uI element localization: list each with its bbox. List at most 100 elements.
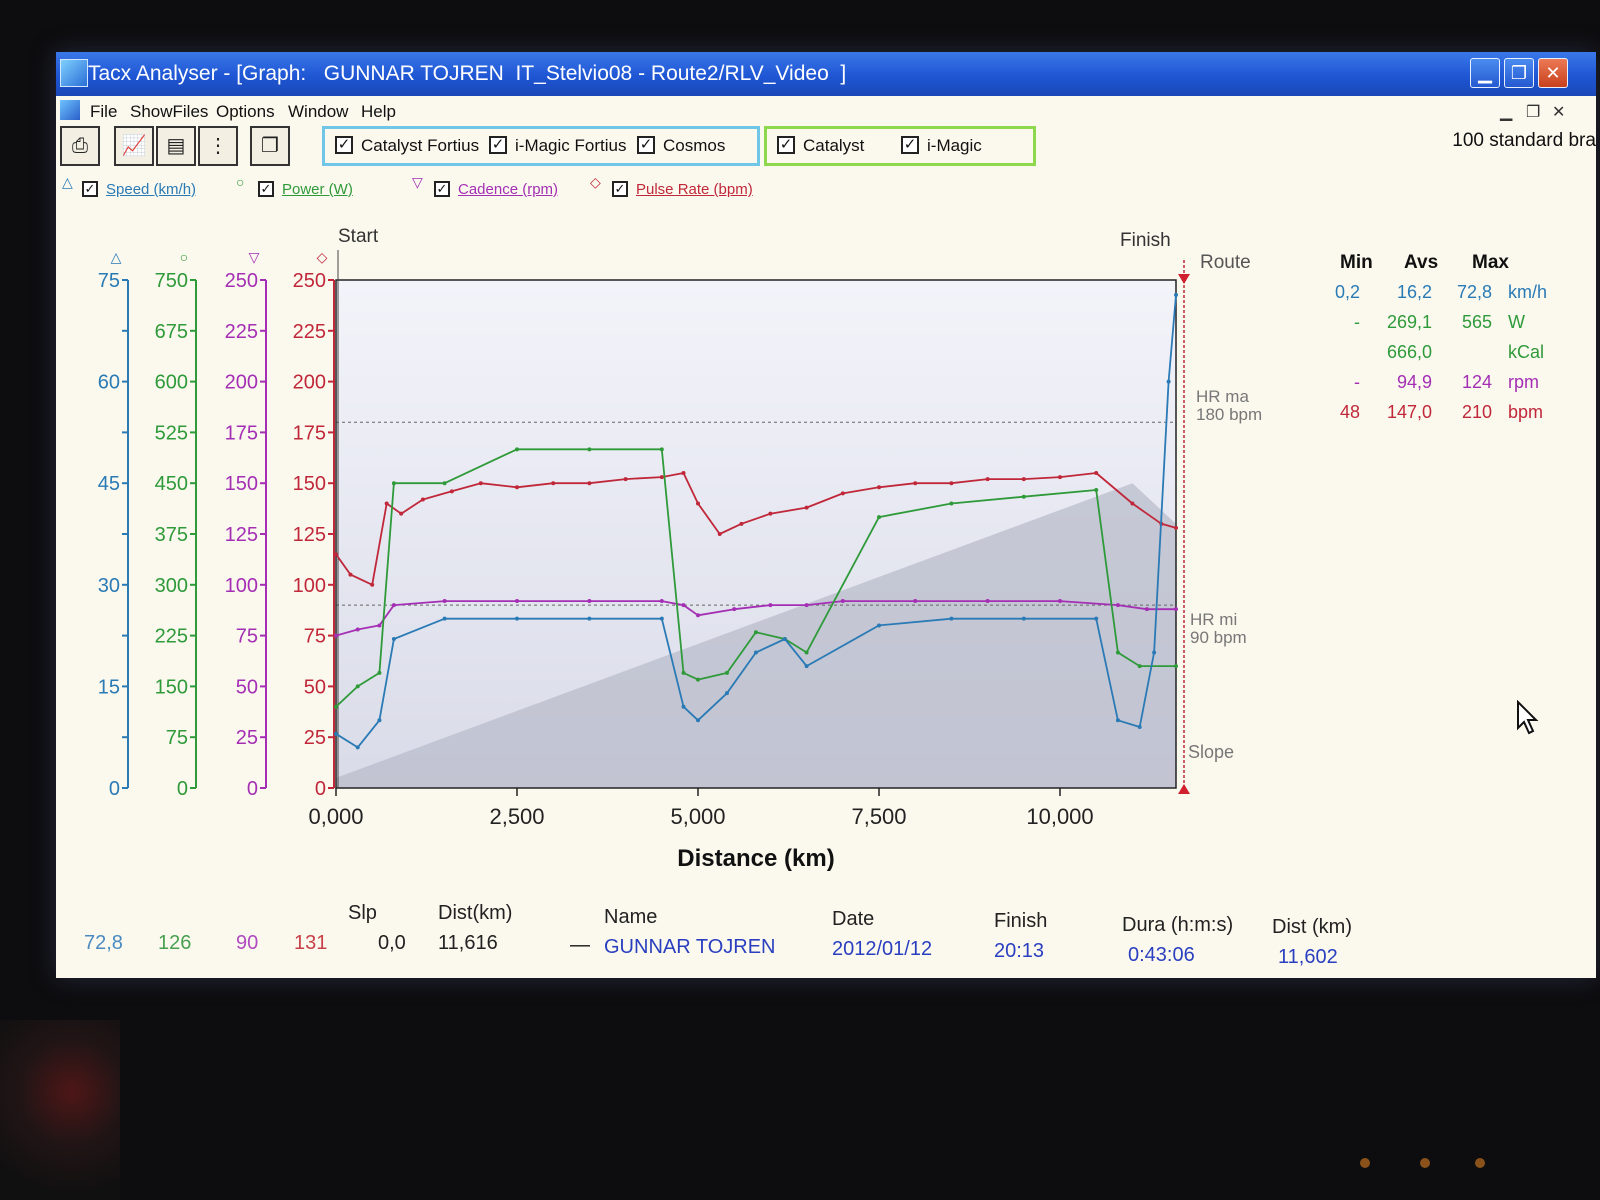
data-point-power — [1021, 494, 1026, 499]
pulse-checkbox[interactable]: ✓ — [612, 181, 628, 197]
app-icon — [60, 59, 88, 87]
stat-unit: rpm — [1508, 372, 1539, 392]
data-point-pulse — [913, 481, 918, 486]
stat-max-value: 210 — [1461, 402, 1492, 422]
stat-avg-value: 16,2 — [1396, 282, 1432, 302]
pulse-tick-label: 75 — [304, 626, 326, 648]
data-point-pulse — [768, 511, 773, 516]
data-point-pulse — [449, 489, 454, 494]
cosmos-label: Cosmos — [663, 136, 726, 155]
cadence-checkbox[interactable]: ✓ — [434, 181, 450, 197]
imagic-fortius-label: i-Magic Fortius — [515, 136, 627, 155]
document-icon[interactable] — [60, 100, 80, 120]
minimize-button[interactable]: ▁ — [1470, 58, 1500, 88]
catalyst-fortius-checkbox[interactable]: ✓ — [335, 136, 353, 154]
cadence-tick-label: 225 — [225, 321, 258, 343]
x-axis-title: Distance (km) — [677, 845, 834, 872]
speed-checkbox[interactable]: ✓ — [82, 181, 98, 197]
finish-bottom-arrow — [1178, 784, 1190, 794]
data-point-cadence — [985, 599, 990, 604]
data-point-cadence — [587, 599, 592, 604]
power-tick-label: 750 — [155, 270, 188, 292]
finish-header: Finish — [994, 910, 1048, 932]
total-dist-header: Dist (km) — [1272, 916, 1352, 938]
window-title: Tacx Analyser - [Graph: GUNNAR TOJREN IT… — [88, 62, 847, 85]
cadence-tick-label: 250 — [225, 270, 258, 292]
imagic-fortius-checkbox[interactable]: ✓ — [489, 136, 507, 154]
stat-min-value: 48 — [1339, 402, 1360, 422]
stat-max-value: 124 — [1461, 372, 1492, 392]
table-button[interactable]: ▤ — [156, 126, 196, 166]
power-tick-label: 450 — [155, 473, 188, 495]
data-point-speed — [1152, 650, 1157, 655]
compare-button[interactable]: ⋮ — [198, 126, 238, 166]
menu-window[interactable]: Window — [288, 102, 349, 121]
power-checkbox[interactable]: ✓ — [258, 181, 274, 197]
data-point-cadence — [681, 603, 686, 608]
data-point-power — [1094, 487, 1099, 492]
catalyst-fortius-label: Catalyst Fortius — [361, 136, 480, 155]
menu-options[interactable]: Options — [216, 102, 275, 121]
cadence-legend-label[interactable]: Cadence (rpm) — [458, 181, 559, 198]
power-legend-label[interactable]: Power (W) — [282, 181, 353, 198]
windows-button[interactable]: ❐ — [250, 126, 290, 166]
data-point-cadence — [1174, 607, 1178, 612]
graph-area[interactable]: △ 0 15 30 45 60 75 ○ 0 75 150 225 300 375 450 525 600 675… — [56, 52, 1596, 892]
data-point-speed — [1137, 725, 1142, 730]
data-point-pulse — [623, 477, 628, 482]
series-line-cadence — [335, 600, 1176, 637]
data-point-speed — [1094, 616, 1099, 621]
speed-triangle-icon: △ — [62, 174, 73, 190]
mdi-close-icon[interactable]: ✕ — [1552, 104, 1566, 121]
menu-help[interactable]: Help — [361, 102, 396, 121]
data-point-pulse — [949, 481, 954, 486]
data-point-cadence — [1144, 607, 1149, 612]
data-point-pulse — [985, 477, 990, 482]
minimize-icon: ▁ — [1478, 63, 1492, 83]
restore-button[interactable]: ❐ — [1504, 58, 1534, 88]
speed-tick-label: 45 — [98, 473, 120, 495]
speed-tick-label: 75 — [98, 270, 120, 292]
mouse-cursor-icon — [1517, 700, 1539, 735]
pulse-tick-label: 50 — [304, 676, 326, 698]
menu-file[interactable]: File — [90, 102, 118, 121]
pulse-tick-label: 0 — [315, 778, 326, 800]
data-point-speed — [1174, 292, 1178, 297]
title-bar[interactable]: Tacx Analyser - [Graph: GUNNAR TOJREN IT… — [56, 52, 1596, 96]
data-point-pulse — [348, 572, 353, 577]
power-tick-label: 600 — [155, 372, 188, 394]
rider-name[interactable]: GUNNAR TOJREN — [604, 936, 776, 958]
stat-avg-value: 147,0 — [1386, 402, 1432, 422]
imagic-checkbox[interactable]: ✓ — [901, 136, 919, 154]
data-point-power — [1115, 650, 1120, 655]
data-point-pulse — [696, 501, 701, 506]
pulse-legend-label[interactable]: Pulse Rate (bpm) — [636, 181, 753, 198]
data-point-cadence — [334, 633, 338, 638]
x-tick-label: 0,000 — [308, 804, 363, 829]
pulse-tick-label: 225 — [293, 321, 326, 343]
data-point-power — [587, 447, 592, 452]
catalyst-checkbox[interactable]: ✓ — [777, 136, 795, 154]
stat-avg-value: 94,9 — [1396, 372, 1432, 392]
power-tick-label: 300 — [155, 575, 188, 597]
speed-legend-label[interactable]: Speed (km/h) — [106, 181, 197, 198]
data-point-speed — [753, 650, 758, 655]
pulse-tick-label: 250 — [293, 270, 326, 292]
cosmos-checkbox[interactable]: ✓ — [637, 136, 655, 154]
mdi-restore-icon[interactable]: ❐ — [1526, 104, 1541, 121]
close-button[interactable]: ✕ — [1538, 58, 1568, 88]
pulse-tick-label: 125 — [293, 524, 326, 546]
mdi-minimize-icon[interactable]: ▁ — [1500, 104, 1513, 121]
compare-icon: ⋮ — [208, 135, 228, 157]
data-point-pulse — [420, 497, 425, 502]
data-point-speed — [334, 731, 338, 736]
cadence-axis-symbol: ▽ — [249, 249, 260, 265]
power-tick-label: 675 — [155, 321, 188, 343]
power-axis-symbol: ○ — [180, 249, 188, 265]
data-point-power — [659, 447, 664, 452]
data-point-speed — [391, 636, 396, 641]
table-icon: ▤ — [166, 135, 186, 157]
print-button[interactable]: ⎙ — [60, 126, 100, 166]
graph-button[interactable]: 📈 — [114, 126, 154, 166]
menu-showfiles[interactable]: ShowFiles — [130, 102, 209, 121]
